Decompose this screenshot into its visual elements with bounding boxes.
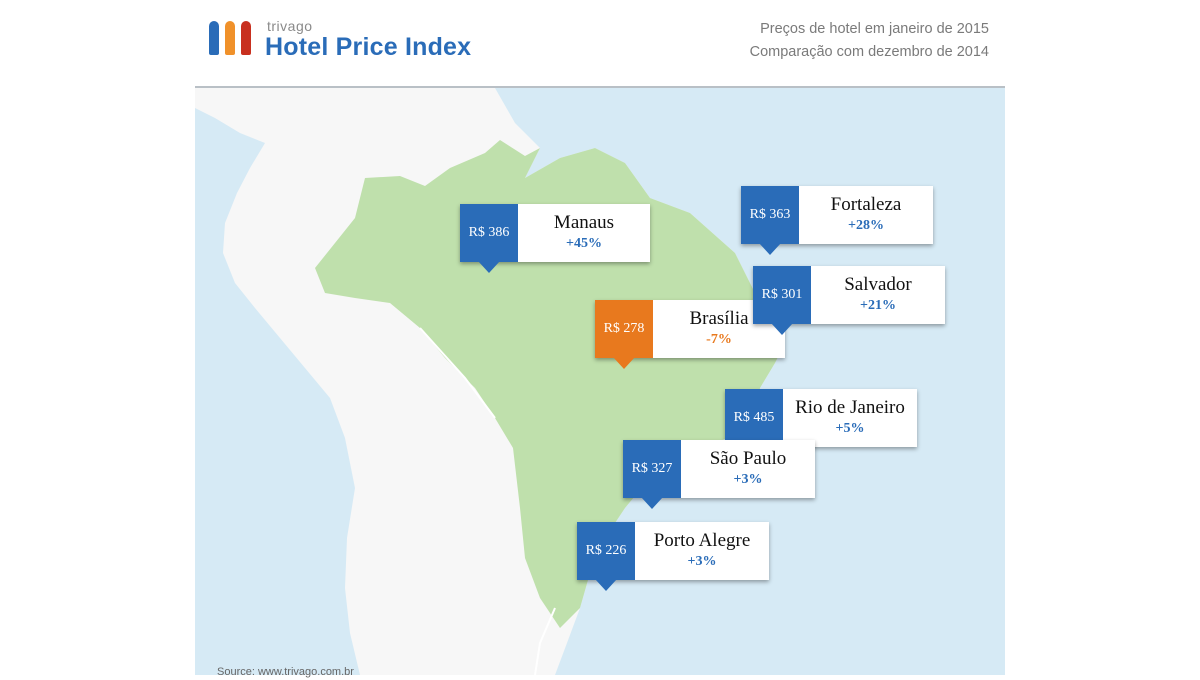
price-change: +3% (687, 554, 717, 569)
city-marker-porto-alegre[interactable]: R$ 226 Porto Alegre +3% (577, 522, 769, 591)
city-marker-manaus[interactable]: R$ 386 Manaus +45% (460, 204, 650, 273)
price-change: +28% (848, 218, 884, 233)
price-change: -7% (706, 332, 732, 347)
price-badge: R$ 485 (725, 389, 783, 458)
subtitle-line-1: Preços de hotel em janeiro de 2015 (760, 21, 989, 37)
price-change: +21% (860, 298, 896, 313)
subtitle: Preços de hotel em janeiro de 2015 Compa… (750, 18, 989, 64)
brand-name: trivago (267, 18, 313, 34)
price-change: +45% (566, 236, 602, 251)
header-divider (195, 86, 1005, 88)
brazil-region (315, 140, 785, 628)
subtitle-line-2: Comparação com dezembro de 2014 (749, 44, 989, 60)
infographic-card: trivago Hotel Price Index Preços de hote… (195, 0, 1005, 678)
city-marker-sao-paulo[interactable]: R$ 327 São Paulo +3% (623, 440, 815, 509)
city-name: Rio de Janeiro (795, 397, 905, 418)
city-name: Salvador (844, 274, 912, 295)
source-credit: Source: www.trivago.com.br (217, 666, 354, 678)
page-title: Hotel Price Index (265, 33, 472, 61)
city-name: Fortaleza (830, 194, 902, 215)
city-name: Porto Alegre (653, 530, 751, 551)
price-badge: R$ 278 (595, 300, 653, 369)
header: trivago Hotel Price Index Preços de hote… (195, 0, 1005, 86)
city-marker-rio-de-janeiro[interactable]: R$ 485 Rio de Janeiro +5% (725, 389, 917, 458)
price-badge: R$ 363 (741, 186, 799, 255)
trivago-logo-icon (209, 21, 257, 57)
city-name: Manaus (553, 212, 615, 233)
price-change: +5% (835, 421, 865, 436)
country-border (534, 607, 556, 676)
city-marker-salvador[interactable]: R$ 301 Salvador +21% (753, 266, 945, 335)
map: R$ 386 Manaus +45% R$ 363 Fortaleza +28% R$ 27… (195, 88, 1005, 676)
price-badge: R$ 327 (623, 440, 681, 509)
city-name: Brasília (689, 308, 749, 329)
country-border (419, 327, 496, 419)
city-name: São Paulo (709, 448, 787, 469)
city-marker-fortaleza[interactable]: R$ 363 Fortaleza +28% (741, 186, 933, 255)
price-badge: R$ 301 (753, 266, 811, 335)
price-change: +3% (733, 472, 763, 487)
price-badge: R$ 226 (577, 522, 635, 591)
price-badge: R$ 386 (460, 204, 518, 273)
